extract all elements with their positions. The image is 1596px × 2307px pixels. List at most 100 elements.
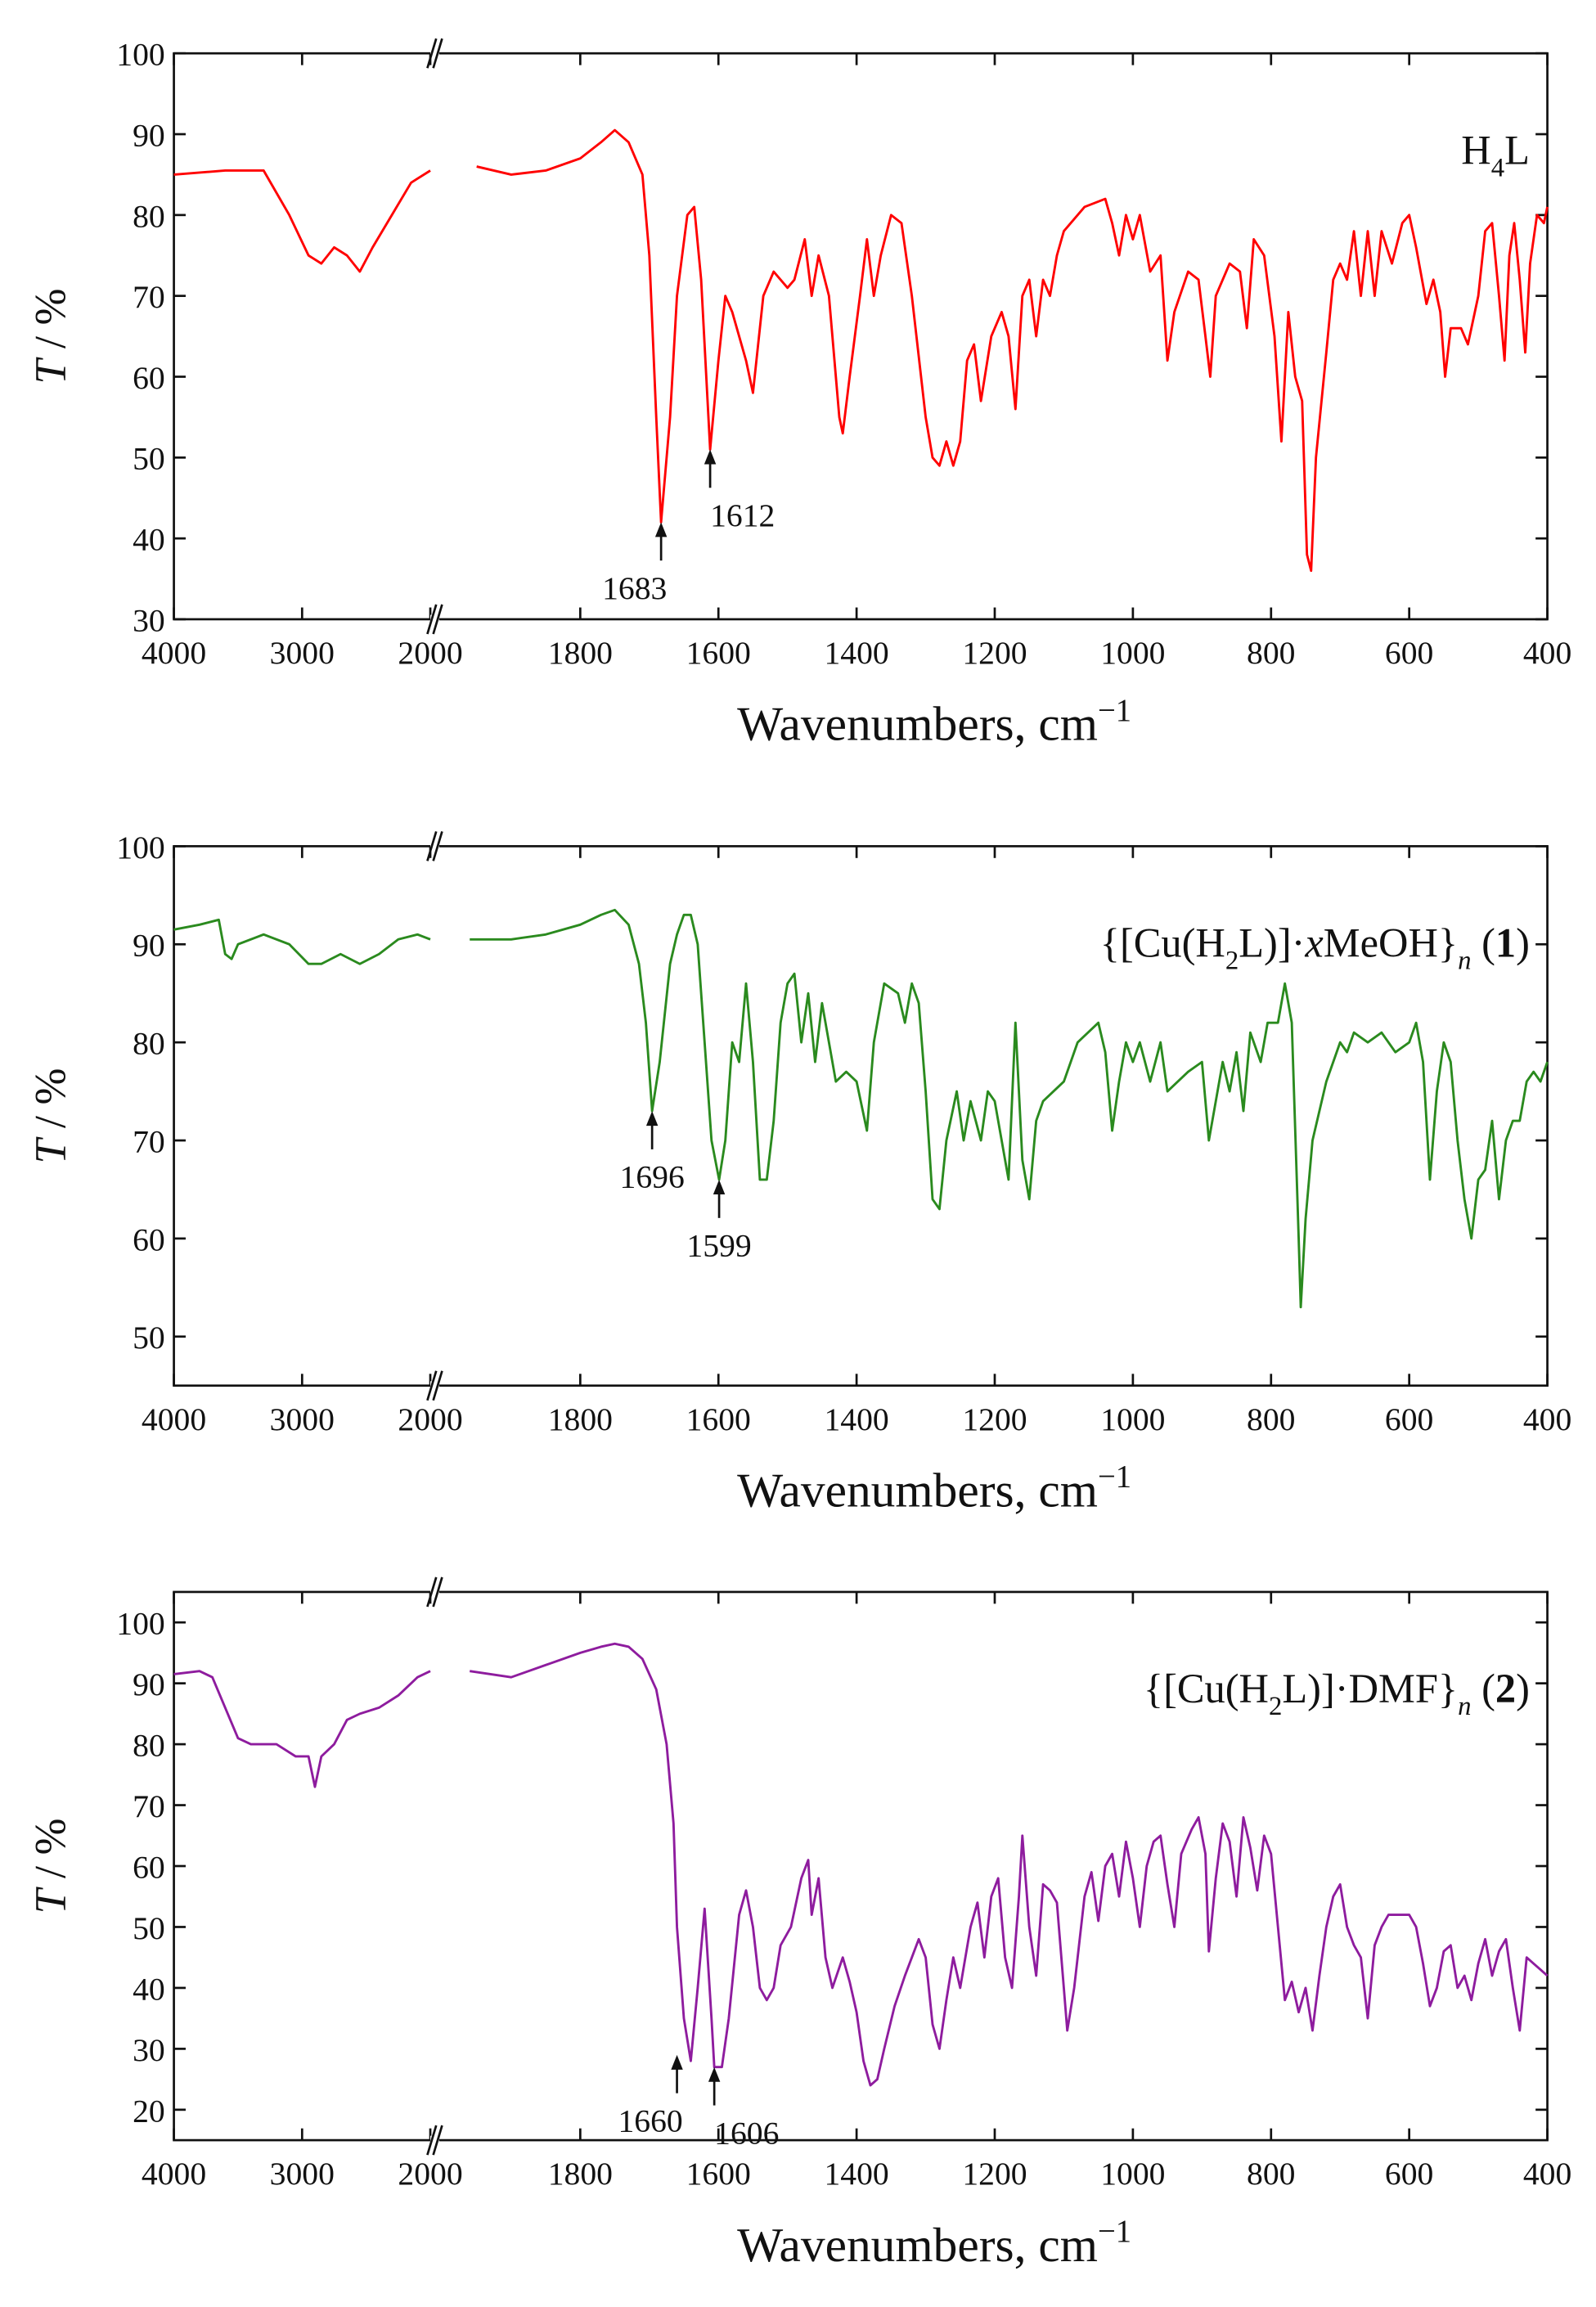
x-tick-label: 1800 [548,2156,613,2192]
annotation-label: 1696 [620,1159,685,1195]
y-tick-label: 100 [116,1606,164,1642]
axis-break-gap [430,614,439,624]
x-tick-label: 600 [1385,635,1433,671]
text-part: {[Cu(H [1100,920,1225,966]
text-part: L)]·DMF} [1282,1666,1458,1711]
text-part: 2 [1495,1666,1516,1711]
x-tick-label: 1600 [686,2156,751,2192]
x-axis-title: Wavenumbers, cm−1 [737,694,1131,751]
x-tick-label: 600 [1385,1401,1433,1437]
y-tick-label: 70 [133,1788,165,1824]
x-tick-label: 400 [1523,635,1571,671]
y-tick-label: 40 [133,1971,165,2007]
axis-break [426,38,438,69]
annotation-arrowhead [704,449,717,465]
text-part: H [1461,127,1490,173]
annotation-label: 1660 [618,2103,683,2139]
y-tick-label: 60 [133,1221,165,1257]
text-part: ) [1516,920,1530,966]
plot-frame [173,52,1549,621]
y-tick-label: 50 [133,1910,165,1946]
text-part: n [1458,1692,1471,1721]
x-tick-label: 4000 [142,2156,206,2192]
axis-break [426,1576,438,1608]
axis-break [432,830,443,861]
x-tick-label: 600 [1385,2156,1433,2192]
y-tick-label: 100 [116,830,164,866]
x-tick-label: 1200 [962,2156,1027,2192]
text-part: 4 [1491,153,1504,182]
text-part: −1 [1098,2215,1131,2249]
x-tick-label: 2000 [398,2156,462,2192]
annotation-arrowhead [645,1111,659,1127]
x-tick-label: 1200 [962,1401,1027,1437]
text-part: 2 [1225,947,1239,976]
axis-break-gap [430,1381,439,1391]
text-part: Wavenumbers, cm [737,2218,1098,2272]
annotation-arrowhead [708,2066,721,2082]
axis-break [432,604,443,635]
x-tick-label: 1400 [824,635,888,671]
y-tick-label: 70 [133,279,165,315]
text-part: −1 [1098,1460,1131,1495]
x-tick-label: 1400 [824,1401,888,1437]
y-tick-label: 90 [133,1666,165,1702]
text-part: −1 [1098,694,1131,728]
y-axis-title: T / % [25,1068,74,1164]
x-tick-label: 800 [1247,2156,1295,2192]
axis-break-gap [430,1587,439,1597]
y-tick-label: 70 [133,1123,165,1159]
x-tick-label: 1200 [962,635,1027,671]
text-part: 1 [1495,920,1516,966]
x-tick-label: 4000 [142,635,206,671]
y-tick-label: 60 [133,1849,165,1885]
spectrum-line [173,1670,431,1788]
axis-break-gap [430,48,439,58]
panel-label: {[Cu(H2L)]·DMF}n (2) [1144,1666,1530,1721]
x-tick-label: 1000 [1100,2156,1165,2192]
text-part: Wavenumbers, cm [737,1463,1098,1517]
spectrum-line [470,908,1549,1309]
axis-break [432,1576,443,1608]
axis-break [426,830,438,861]
x-tick-label: 3000 [270,2156,335,2192]
annotation-label: 1599 [686,1228,751,1264]
x-tick-label: 3000 [270,1401,335,1437]
annotation-arrowhead [654,522,668,537]
x-tick-label: 800 [1247,635,1295,671]
y-tick-label: 80 [133,198,165,234]
x-axis-title: Wavenumbers, cm−1 [737,1460,1131,1518]
x-tick-label: 1000 [1100,1401,1165,1437]
x-tick-label: 1600 [686,635,751,671]
x-tick-label: 2000 [398,635,462,671]
annotation-label: 1683 [602,570,667,606]
x-tick-label: 800 [1247,1401,1295,1437]
spectrum-line [476,128,1549,573]
text-part: ( [1472,1666,1495,1711]
y-tick-label: 30 [133,2032,165,2068]
annotation-label: 1612 [710,497,775,533]
panel-label: H4L [1461,127,1530,182]
text-part: L)]· [1239,920,1305,966]
x-tick-label: 1800 [548,1401,613,1437]
text-part: T [25,1136,74,1164]
panel-label: {[Cu(H2L)]·xMeOH}n (1) [1100,920,1530,976]
y-tick-label: 80 [133,1026,165,1062]
axis-break [432,38,443,69]
annotation-arrowhead [713,1179,726,1194]
axis-break [432,2125,443,2156]
x-tick-label: 1800 [548,635,613,671]
text-part: MeOH} [1324,920,1458,966]
y-tick-label: 90 [133,928,165,964]
y-tick-label: 50 [133,441,165,477]
plot-frame [173,845,1549,1387]
y-tick-label: 90 [133,117,165,153]
annotation-arrowhead [671,2054,683,2070]
x-tick-label: 400 [1523,2156,1571,2192]
y-axis-title: T / % [25,289,74,384]
y-tick-label: 40 [133,522,165,558]
text-part: / % [25,1818,74,1889]
text-part: x [1304,920,1324,966]
x-axis-title: Wavenumbers, cm−1 [737,2215,1131,2272]
